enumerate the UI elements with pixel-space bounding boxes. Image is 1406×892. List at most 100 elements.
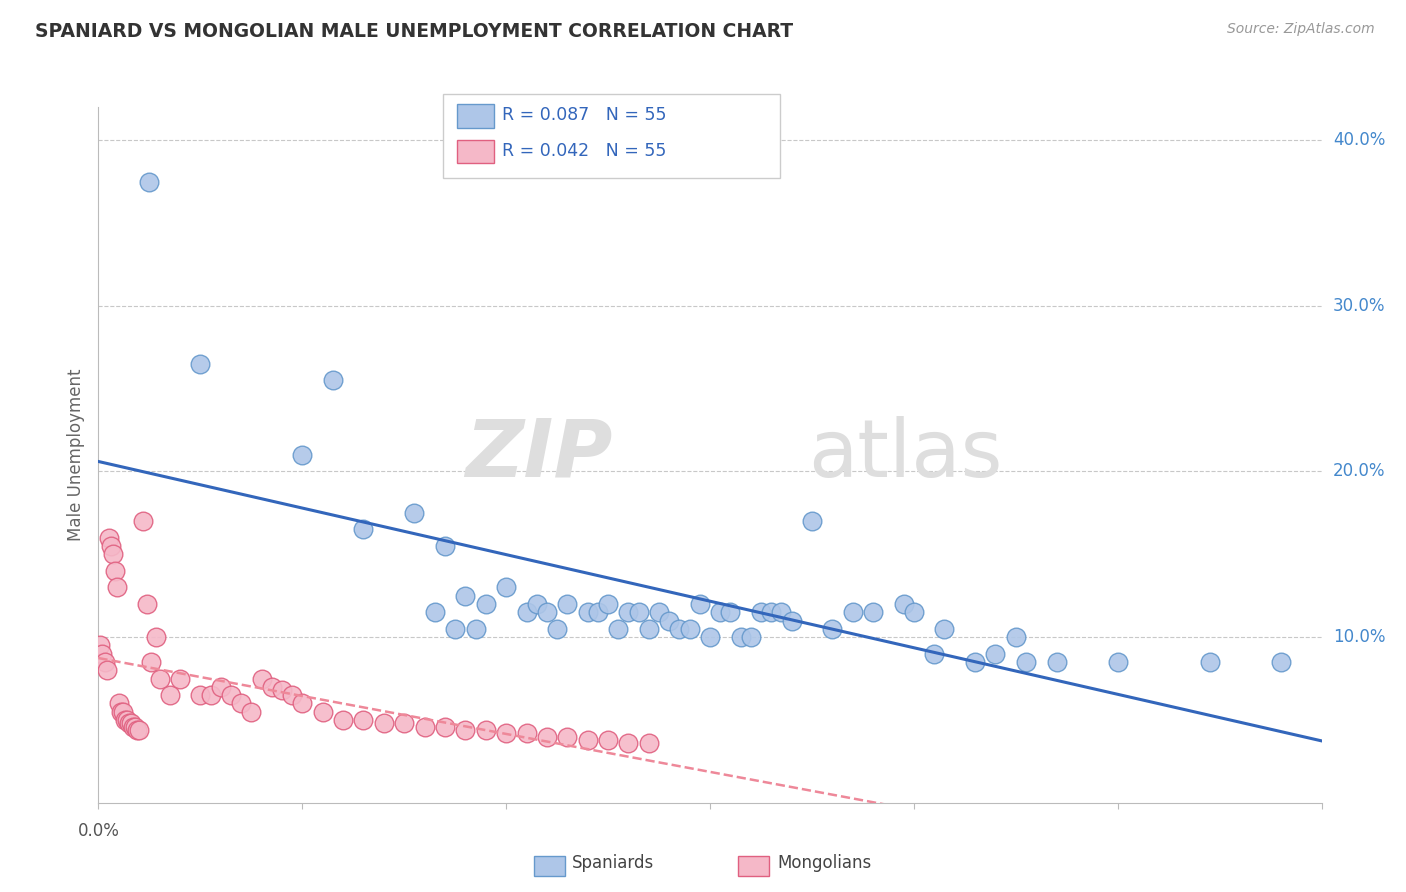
Point [709, 605, 731, 619]
Point [118, 716, 141, 731]
Point [740, 630, 762, 644]
Point [495, 581, 517, 595]
Point [141, 655, 163, 669]
Point [312, 705, 335, 719]
Point [373, 716, 395, 731]
Point [1004, 630, 1026, 644]
Point [270, 683, 294, 698]
Point [108, 697, 131, 711]
Point [474, 723, 498, 737]
Point [699, 630, 721, 644]
Point [495, 726, 517, 740]
Point [413, 720, 436, 734]
Point [124, 720, 146, 734]
Point [801, 514, 824, 528]
Point [454, 589, 477, 603]
Text: 30.0%: 30.0% [1333, 297, 1385, 315]
Point [1270, 655, 1292, 669]
Point [730, 630, 752, 644]
Point [780, 614, 803, 628]
Point [893, 597, 915, 611]
Point [159, 688, 181, 702]
Point [922, 647, 945, 661]
Point [526, 597, 548, 611]
Point [281, 688, 304, 702]
Point [598, 597, 620, 611]
Y-axis label: Male Unemployment: Male Unemployment [67, 368, 86, 541]
Point [586, 605, 609, 619]
Text: 40.0%: 40.0% [1333, 131, 1385, 149]
Point [96, 663, 118, 677]
Text: SPANIARD VS MONGOLIAN MALE UNEMPLOYMENT CORRELATION CHART: SPANIARD VS MONGOLIAN MALE UNEMPLOYMENT … [35, 22, 793, 41]
Point [136, 597, 159, 611]
Point [89, 639, 111, 653]
Point [188, 688, 212, 702]
Point [128, 723, 150, 737]
Point [260, 680, 283, 694]
Point [219, 688, 242, 702]
Point [1045, 655, 1069, 669]
Point [332, 713, 354, 727]
Point [101, 547, 124, 561]
Point [93, 655, 115, 669]
Point [291, 448, 314, 462]
Point [903, 605, 925, 619]
Point [111, 705, 134, 719]
Point [91, 647, 114, 661]
Point [97, 531, 120, 545]
Text: 20.0%: 20.0% [1333, 462, 1385, 481]
Text: R = 0.042   N = 55: R = 0.042 N = 55 [502, 142, 666, 160]
Point [761, 605, 783, 619]
Point [749, 605, 772, 619]
Point [138, 175, 160, 189]
Point [984, 647, 1007, 661]
Text: R = 0.087   N = 55: R = 0.087 N = 55 [502, 106, 666, 124]
Point [516, 605, 538, 619]
Point [821, 622, 844, 636]
Point [516, 726, 538, 740]
Point [115, 713, 138, 727]
Text: 10.0%: 10.0% [1333, 628, 1385, 646]
Point [679, 622, 702, 636]
Point [434, 720, 457, 734]
Point [1107, 655, 1129, 669]
Point [149, 672, 172, 686]
Point [770, 605, 793, 619]
Point [250, 672, 273, 686]
Point [555, 730, 579, 744]
Point [841, 605, 863, 619]
Point [322, 373, 344, 387]
Point [444, 622, 467, 636]
Point [965, 655, 987, 669]
Point [648, 605, 671, 619]
Text: atlas: atlas [808, 416, 1002, 494]
Point [352, 523, 374, 537]
Text: ZIP: ZIP [465, 416, 612, 494]
Point [127, 723, 149, 737]
Point [352, 713, 374, 727]
Point [658, 614, 681, 628]
Text: Source: ZipAtlas.com: Source: ZipAtlas.com [1227, 22, 1375, 37]
Point [291, 697, 314, 711]
Point [132, 514, 155, 528]
Point [576, 605, 599, 619]
Point [637, 736, 661, 750]
Point [1015, 655, 1038, 669]
Point [718, 605, 742, 619]
Point [104, 564, 127, 578]
Point [546, 622, 568, 636]
Point [617, 736, 640, 750]
Point [423, 605, 446, 619]
Point [145, 630, 167, 644]
Point [188, 357, 212, 371]
Point [231, 697, 253, 711]
Point [474, 597, 498, 611]
Point [100, 539, 122, 553]
Point [464, 622, 486, 636]
Point [607, 622, 630, 636]
Point [627, 605, 650, 619]
Point [404, 506, 426, 520]
Point [105, 581, 128, 595]
Point [934, 622, 956, 636]
Point [110, 705, 132, 719]
